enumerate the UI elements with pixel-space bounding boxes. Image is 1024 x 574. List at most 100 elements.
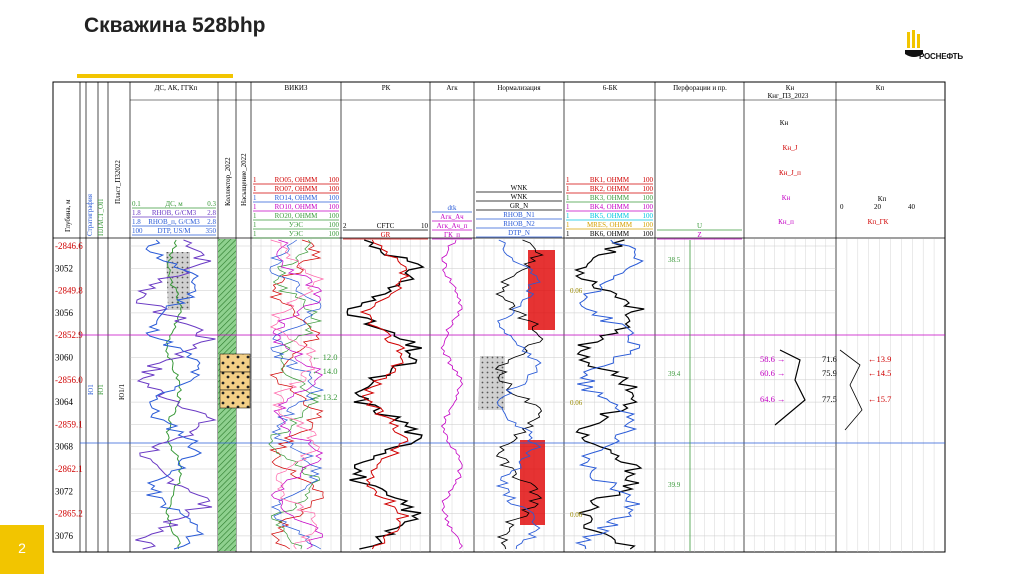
- norm-red-fill-1: [528, 250, 555, 330]
- norm-curve-1: [494, 239, 544, 550]
- vk-hdr-2-max: 100: [329, 194, 340, 202]
- depth-label-5: 3060: [55, 353, 74, 363]
- bk-hdr-0-min: 1: [566, 176, 570, 184]
- rk-track-title: РК: [382, 84, 391, 92]
- vk-hdr-1-max: 100: [329, 185, 340, 193]
- bk-hdr-1-min: 1: [566, 185, 570, 193]
- bk-track-title: 6-БК: [603, 84, 618, 92]
- strat-label: Стратиграфия: [86, 193, 94, 236]
- vk-hdr-5-max: 100: [329, 221, 340, 229]
- vk-hdr-3-max: 100: [329, 203, 340, 211]
- annotations: ← 12.0 ← 14.0 ← 13.2 0.06 0.06 0.06 38.5 39.4 39…: [312, 256, 891, 519]
- agk-hdr-2-text: Агк_Ач_п: [437, 222, 468, 230]
- norm-value-0: 0.06: [570, 287, 583, 295]
- bk-hdr-4-min: 1: [566, 212, 570, 220]
- depth-label-12: -2865.2: [55, 509, 83, 519]
- vikiz-anno-0: ← 12.0: [312, 352, 338, 362]
- formation-label: Ю1/1: [118, 383, 126, 400]
- kn-anno-b-1: 75.9: [822, 368, 837, 378]
- ds-track-title: ДС, АК, ГГКп: [155, 84, 198, 92]
- ds-hdr-0-max: 0.3: [207, 200, 216, 208]
- page-badge: [0, 525, 44, 574]
- ds-hdr-2-min: 1.8: [132, 218, 141, 226]
- vk-hdr-4-min: 1: [253, 212, 257, 220]
- bk-hdr-6-min: 1: [566, 230, 570, 238]
- kn-anno-a-0: 58.6 →: [760, 354, 786, 364]
- vikiz-anno-1: ← 14.0: [312, 366, 338, 376]
- bk-hdr-4-text: BK5, ОНММ: [590, 212, 630, 220]
- perf-hdr-1-text: Z: [697, 231, 701, 239]
- cftc-curve: [346, 239, 425, 550]
- grid-lines: [130, 239, 935, 552]
- kn-header-6: Кн_п: [778, 218, 794, 226]
- bk-curve-1: [573, 239, 645, 550]
- bk-hdr-5-text: MRES, ОНММ: [587, 221, 633, 229]
- vikiz-curve-1: [268, 239, 323, 550]
- kn-track-title: Кн: [786, 84, 795, 92]
- kn-header-4: Кн_J_п: [779, 169, 801, 177]
- curve-headers: ДС, м 0.1 0.3 RHOB, G/CM3 1.8 2.8 RHOB_п, G/CM…: [132, 176, 742, 240]
- bk-hdr-5-max: 100: [643, 221, 654, 229]
- kn-header-5: Кн: [782, 194, 791, 202]
- rk-hdr-0-text: CFTC: [377, 222, 395, 230]
- vk-hdr-3-min: 1: [253, 203, 257, 211]
- vikiz-anno-2: ← 13.2: [312, 392, 338, 402]
- agk-hdr-1-text: Агк_Ач: [440, 213, 464, 221]
- kn-anno-a-1: 60.6 →: [760, 368, 786, 378]
- ds-fill-1: [166, 252, 190, 310]
- agk-track-title: Агк: [446, 84, 458, 92]
- norm-track-title: Нормализация: [497, 84, 541, 92]
- sat-block-1: [219, 353, 251, 373]
- depth-label-9: 3068: [55, 442, 74, 452]
- depth-label-3: 3056: [55, 308, 74, 318]
- bk-hdr-0-text: BK1, ОНММ: [590, 176, 630, 184]
- depth-label-8: -2859.1: [55, 419, 83, 429]
- sat-block-2: [219, 371, 251, 391]
- bk-hdr-2-min: 1: [566, 194, 570, 202]
- bk-hdr-5-min: 1: [566, 221, 570, 229]
- norm-hdr-0-text: WNK: [511, 184, 528, 192]
- kp-scale-1: 20: [874, 203, 882, 211]
- kollektor-label: Коллектор_2022: [224, 157, 232, 206]
- ds-hdr-1-min: 1.8: [132, 209, 141, 217]
- norm-hdr-4-text: RHOB_N2: [503, 220, 535, 228]
- depth-label-13: 3076: [55, 531, 74, 541]
- depth-label-11: 3072: [55, 486, 73, 496]
- vk-hdr-6-min: 1: [253, 230, 257, 238]
- kn-anno-b-2: 77.5: [822, 394, 837, 404]
- depth-label-10: -2862.1: [55, 464, 83, 474]
- perf-track-title: Перфорации и пр.: [673, 84, 727, 92]
- vikiz-curve-3: [271, 239, 324, 550]
- vk-hdr-5-min: 1: [253, 221, 257, 229]
- bk-hdr-3-text: BK4, ОНММ: [590, 203, 630, 211]
- kn-anno-b-0: 71.6: [822, 354, 837, 364]
- gr-curve: [359, 239, 411, 550]
- logo-text: РОСНЕФТЬ: [919, 52, 963, 61]
- norm-value-2: 0.06: [570, 511, 583, 519]
- ds-hdr-3-text: DTP, US/M: [157, 227, 191, 235]
- log-frame: [52, 81, 946, 553]
- rk-hdr-0-min: 2: [343, 222, 347, 230]
- kp-header-1: Кп: [878, 195, 887, 203]
- vk-hdr-2-text: RO14, ОНММ: [275, 194, 319, 202]
- norm-hdr-3-text: RHOB_N1: [503, 211, 535, 219]
- rosneft-logo-icon: [905, 30, 923, 57]
- vk-hdr-5-text: УЭС: [289, 221, 303, 229]
- norm-curve-2: [495, 239, 542, 550]
- sat-block-3: [219, 389, 251, 409]
- bk-hdr-1-max: 100: [643, 185, 654, 193]
- vk-hdr-1-text: RO07, ОНММ: [275, 185, 319, 193]
- kn-anno-c-0: ←13.9: [868, 354, 891, 364]
- bk-hdr-2-text: BK3, ОНММ: [590, 194, 630, 202]
- agk-hdr-3-text: ГК_п: [444, 231, 460, 239]
- kn-curve: [774, 349, 806, 426]
- rhob-curve: [135, 239, 217, 550]
- norm-red-fill-2: [520, 440, 545, 525]
- agk-hdr-0-text: dtk: [448, 204, 457, 212]
- norm-hdr-2-text: GR_N: [510, 202, 528, 210]
- vikiz-curve-4: [269, 239, 325, 550]
- vk-hdr-0-max: 100: [329, 176, 340, 184]
- depth-label-7: 3064: [55, 397, 74, 407]
- ds-hdr-0-min: 0.1: [132, 200, 141, 208]
- vk-hdr-4-text: RO20, ОНММ: [275, 212, 319, 220]
